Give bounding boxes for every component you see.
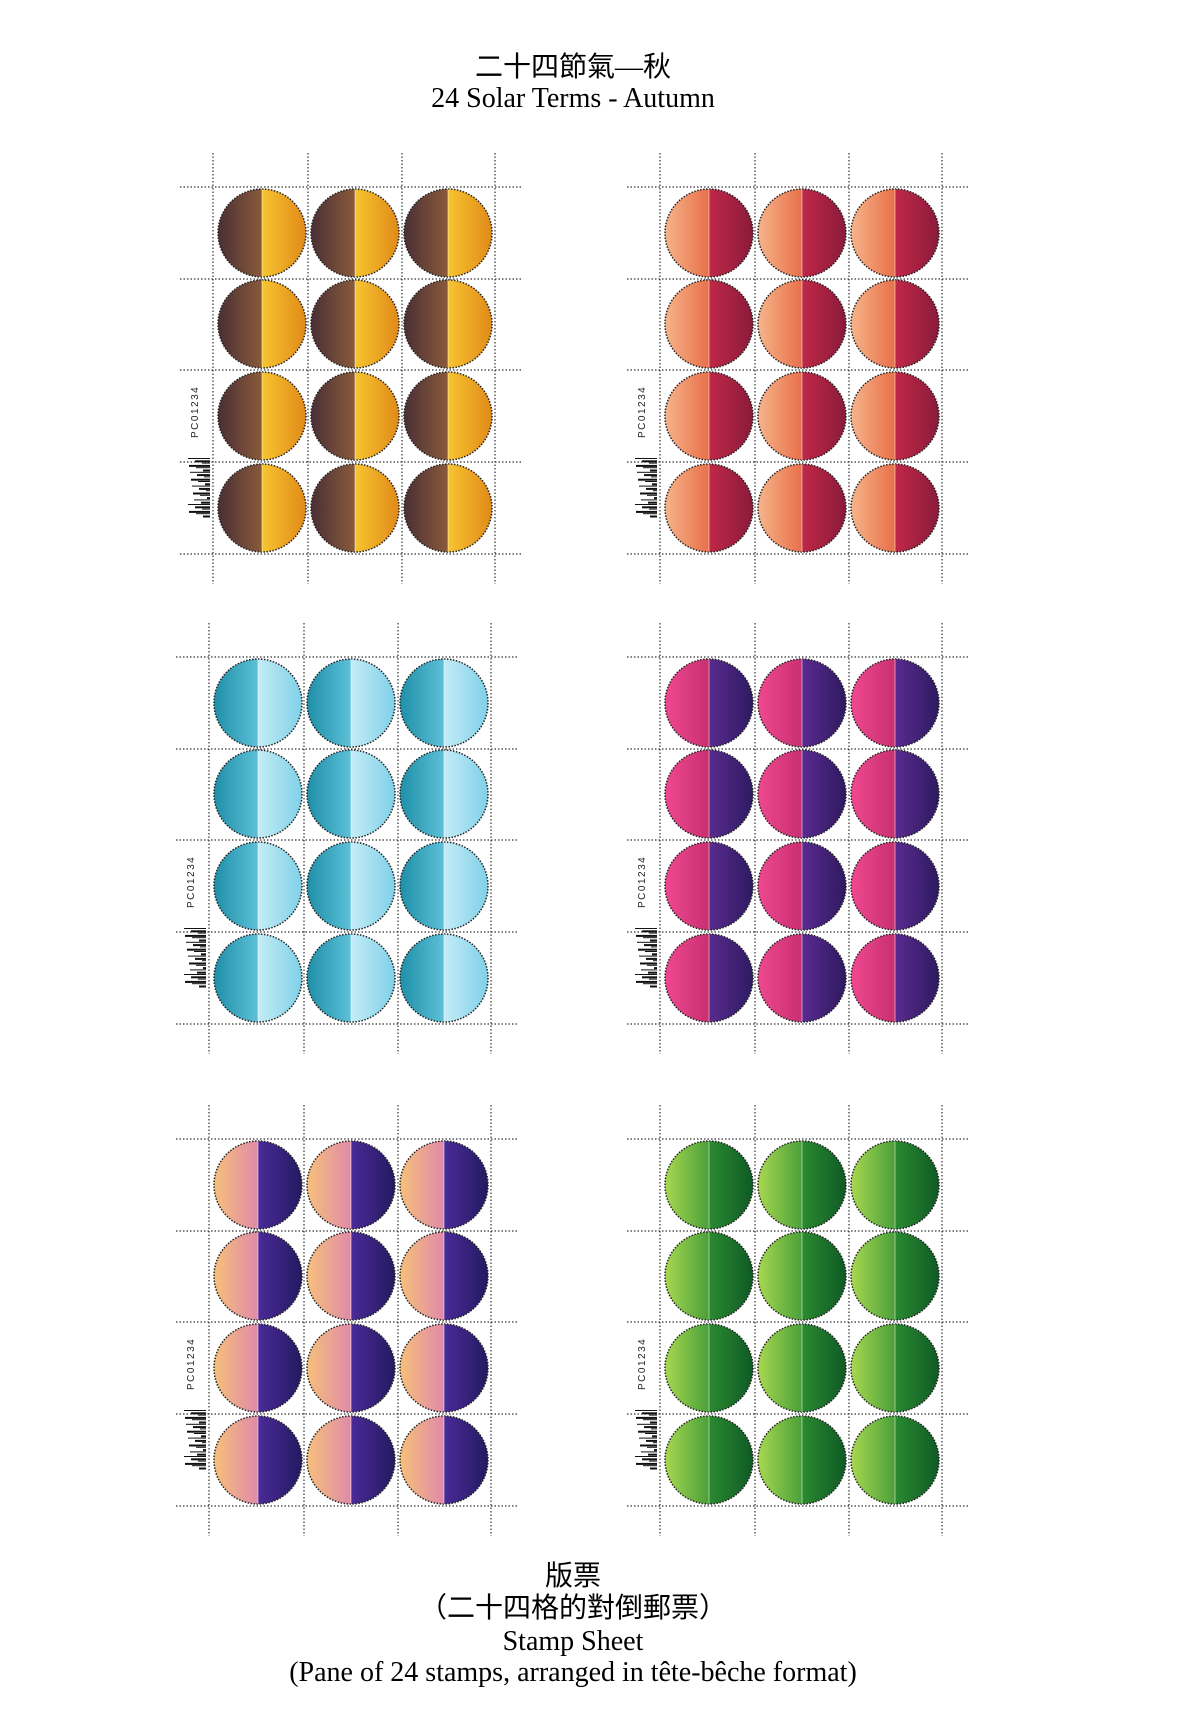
caption-en-sub: (Pane of 24 stamps, arranged in tête-bêc… [289, 1657, 857, 1688]
serial-number: PC01234 [637, 386, 648, 438]
barcode [188, 458, 210, 518]
serial-number: PC01234 [637, 856, 648, 908]
caption-zh-sub: （二十四格的對倒郵票） [419, 1592, 727, 1624]
stamp-sheet: PC01234 [176, 1105, 518, 1536]
barcode [184, 928, 206, 988]
stamp-sheet: PC01234 [627, 153, 969, 584]
stamp-sheet: PC01234 [180, 153, 522, 584]
stamp-sheet: PC01234 [627, 623, 969, 1054]
title-en: 24 Solar Terms - Autumn [431, 83, 715, 114]
stamp-sheet: PC01234 [176, 623, 518, 1054]
barcode [635, 458, 657, 518]
serial-number: PC01234 [186, 1338, 197, 1390]
serial-number: PC01234 [186, 856, 197, 908]
barcode [635, 928, 657, 988]
stamp-sheet: PC01234 [627, 1105, 969, 1536]
barcode [635, 1410, 657, 1470]
title-zh: 二十四節氣—秋 [475, 51, 671, 83]
serial-number: PC01234 [637, 1338, 648, 1390]
barcode [184, 1410, 206, 1470]
serial-number: PC01234 [190, 386, 201, 438]
caption-en: Stamp Sheet [503, 1626, 644, 1657]
caption-zh: 版票 [545, 1560, 601, 1592]
